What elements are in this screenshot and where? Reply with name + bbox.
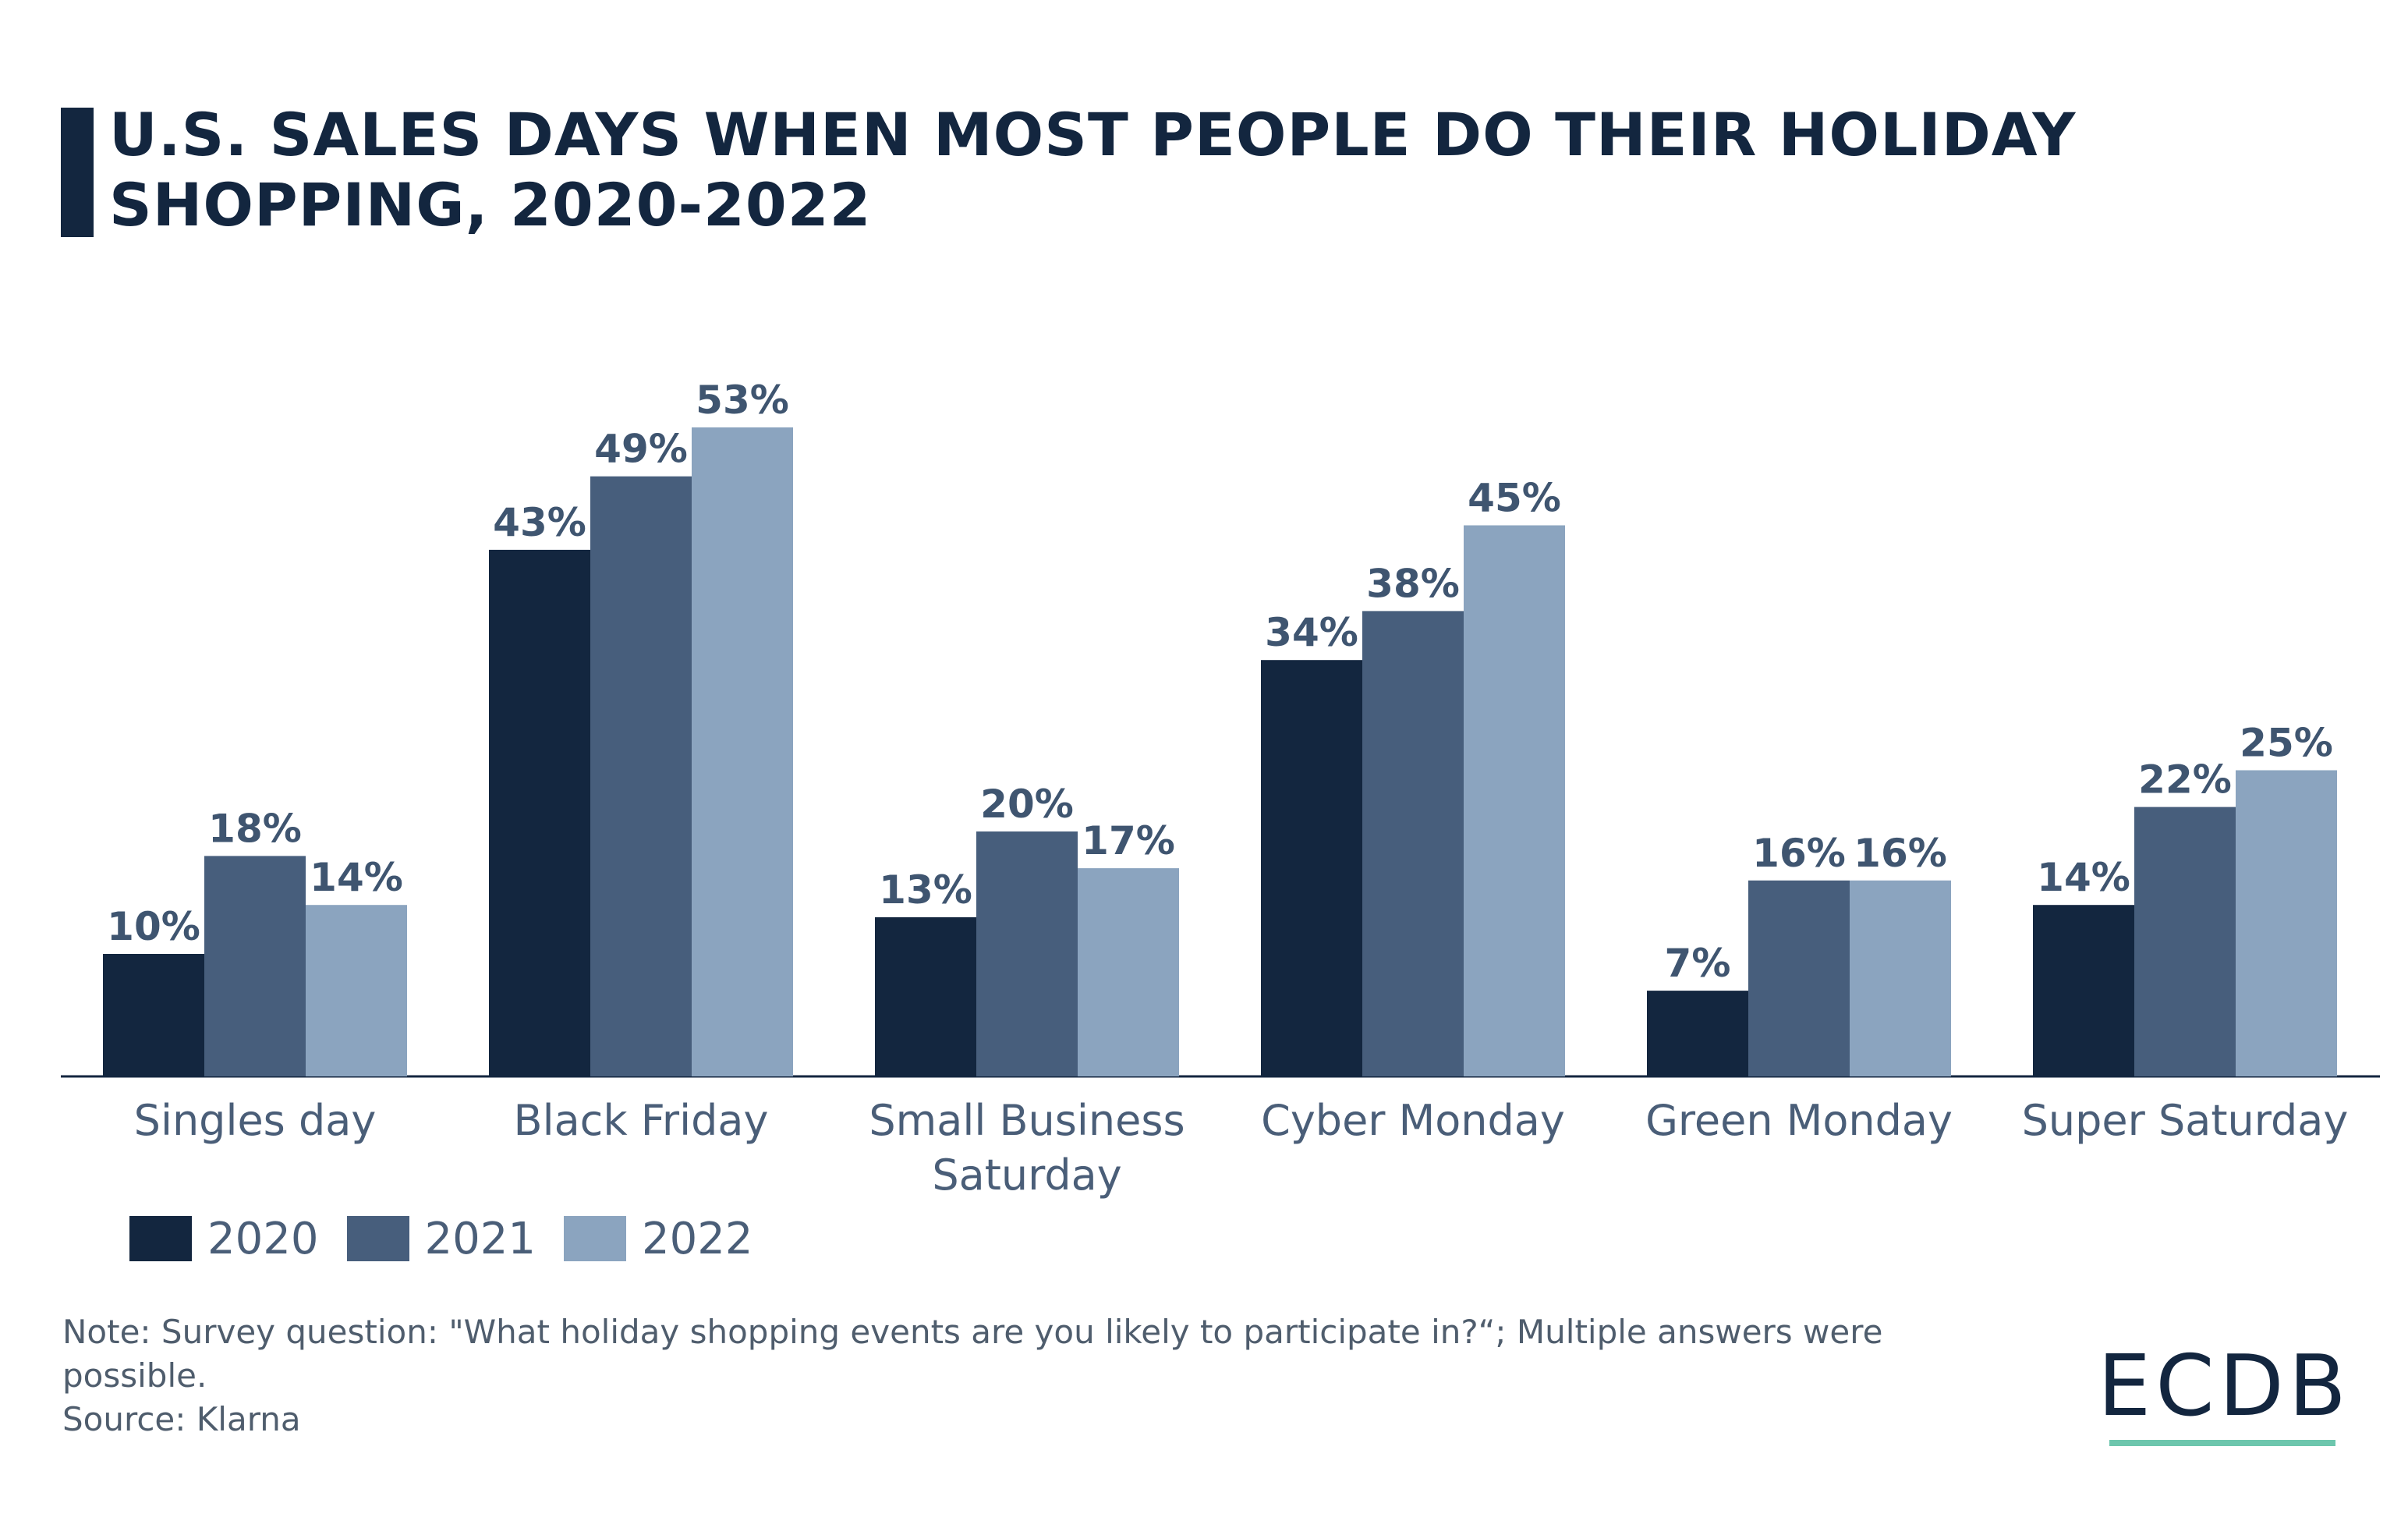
bar-2020-2 [875,916,976,1076]
logo-underline [2109,1440,2335,1446]
data-label-2021-1: 49% [594,427,688,472]
bar-2022-5 [2236,770,2337,1076]
data-label-2021-4: 16% [1752,831,1846,876]
data-label-2020-0: 10% [107,904,200,949]
bar-2020-1 [489,549,590,1076]
bar-2021-4 [1748,880,1850,1076]
data-label-2021-0: 18% [208,806,302,851]
data-label-2022-1: 53% [696,378,789,423]
legend-label: 2021 [424,1213,536,1264]
chart-title: U.S. SALES DAYS WHEN MOST PEOPLE DO THEI… [109,100,2077,239]
bar-2022-1 [692,427,793,1076]
data-label-2020-3: 34% [1265,610,1358,655]
legend-item-2021: 2021 [346,1213,536,1264]
data-label-2022-4: 16% [1854,831,1947,876]
logo-text: ECDB [2098,1338,2351,1435]
data-label-2020-5: 14% [2037,855,2130,900]
bar-2021-5 [2134,807,2236,1076]
data-label-2020-1: 43% [493,500,586,545]
data-label-2021-3: 38% [1366,561,1460,606]
data-label-2022-5: 25% [2240,721,2333,766]
data-label-2021-2: 20% [980,782,1074,827]
bar-2020-0 [103,954,204,1076]
legend-item-2020: 2020 [129,1214,319,1264]
data-label-2022-3: 45% [1468,476,1561,521]
bar-2020-5 [2033,905,2134,1076]
legend-swatch [564,1216,627,1261]
bar-2021-1 [590,476,692,1076]
legend-item-2022: 2022 [564,1214,753,1264]
bar-2022-2 [1078,868,1179,1076]
bar-2022-0 [306,905,407,1076]
category-label-2: Saturday [932,1150,1121,1200]
category-label-2: Small Business [869,1096,1185,1145]
category-label-1: Black Friday [514,1096,769,1145]
bar-2021-3 [1362,611,1464,1076]
bar-2022-3 [1464,525,1565,1076]
bar-2020-4 [1647,991,1748,1076]
bar-2021-2 [976,831,1078,1076]
data-label-2020-2: 13% [879,867,972,913]
legend-swatch [346,1216,409,1261]
category-label-4: Green Monday [1645,1096,1953,1145]
data-label-2022-2: 17% [1082,818,1175,863]
ecdb-logo: ECDB [2098,1342,2347,1446]
legend-swatch [129,1216,192,1261]
category-label-3: Cyber Monday [1261,1096,1565,1145]
bar-2022-4 [1850,880,1951,1076]
data-label-2022-0: 14% [310,855,403,900]
title-accent-bar [61,108,94,237]
legend-label: 2020 [207,1213,319,1264]
legend: 2020 2021 2022 [129,1211,781,1267]
bar-2020-3 [1261,660,1362,1076]
note-text: Note: Survey question: "What holiday sho… [62,1313,1883,1395]
data-label-2020-4: 7% [1665,941,1731,986]
source-text: Source: Klarna [62,1400,301,1438]
category-label-0: Singles day [134,1096,377,1145]
data-label-2021-5: 22% [2138,757,2232,803]
footnote: Note: Survey question: "What holiday sho… [62,1310,2012,1441]
category-label-5: Super Saturday [2022,1096,2349,1145]
bar-2021-0 [204,856,306,1076]
legend-label: 2022 [642,1213,753,1264]
